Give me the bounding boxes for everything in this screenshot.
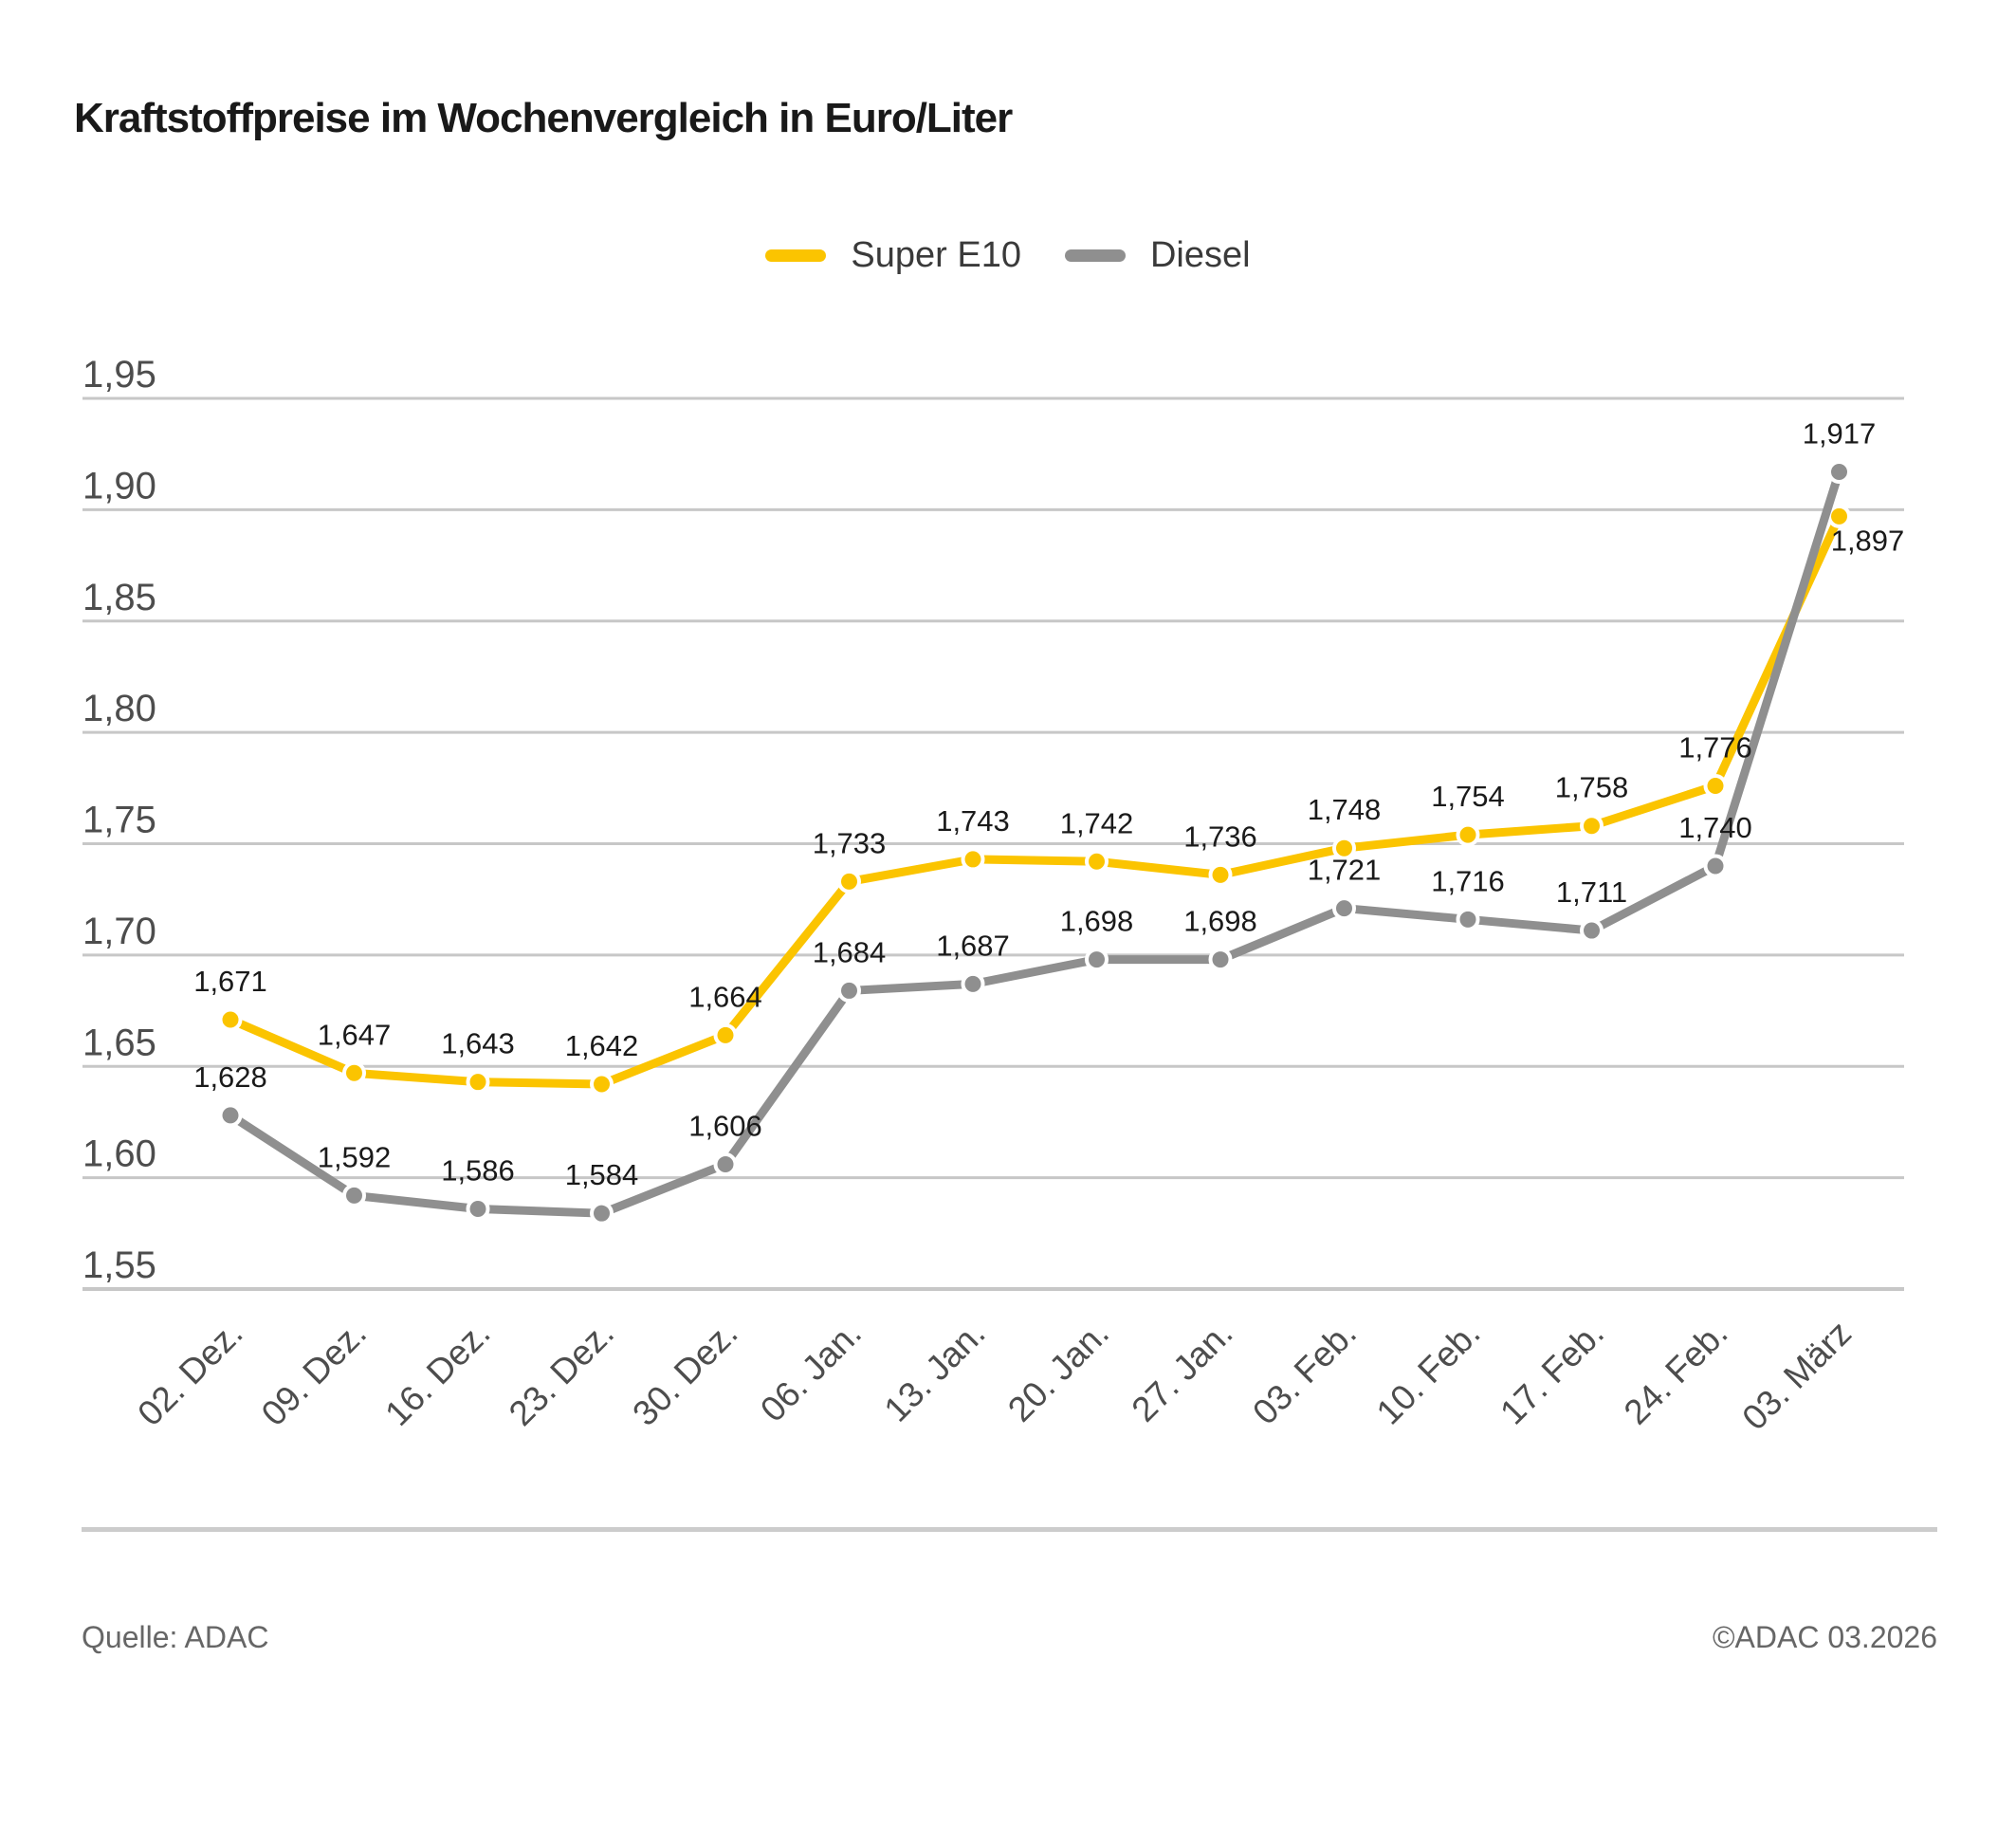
data-point-super-e10 xyxy=(961,847,985,872)
data-point-diesel xyxy=(1332,896,1356,921)
data-point-super-e10 xyxy=(837,869,861,894)
x-axis-label: 16. Dez. xyxy=(377,1314,497,1433)
point-label-super-e10: 1,776 xyxy=(1678,730,1752,764)
data-point-diesel xyxy=(961,971,985,996)
y-tick-label: 1,70 xyxy=(82,911,156,952)
y-tick-label: 1,85 xyxy=(82,577,156,618)
data-point-diesel xyxy=(837,978,861,1003)
y-tick-label: 1,65 xyxy=(82,1022,156,1063)
data-point-diesel xyxy=(218,1103,243,1128)
x-axis-label: 03. Feb. xyxy=(1245,1314,1364,1432)
point-label-diesel: 1,721 xyxy=(1308,854,1382,887)
point-label-super-e10: 1,748 xyxy=(1308,793,1382,826)
data-point-diesel xyxy=(1580,918,1604,943)
data-point-diesel xyxy=(342,1183,366,1207)
data-point-super-e10 xyxy=(590,1072,614,1096)
x-axis-label: 27. Jan. xyxy=(1125,1314,1240,1429)
legend-swatch-super-e10 xyxy=(765,249,827,262)
point-label-diesel: 1,711 xyxy=(1556,875,1627,909)
data-point-diesel xyxy=(1827,459,1851,484)
x-axis-label: 02. Dez. xyxy=(130,1314,249,1433)
point-label-super-e10: 1,643 xyxy=(441,1027,515,1060)
data-point-diesel xyxy=(590,1201,614,1225)
x-axis-label: 09. Dez. xyxy=(254,1314,374,1433)
data-point-diesel xyxy=(466,1196,490,1221)
point-label-super-e10: 1,743 xyxy=(936,804,1010,838)
data-point-super-e10 xyxy=(713,1023,738,1047)
x-axis-label: 03. März xyxy=(1734,1314,1859,1438)
point-label-super-e10: 1,671 xyxy=(193,965,267,998)
series-line-diesel xyxy=(226,467,1843,1218)
point-label-super-e10: 1,647 xyxy=(318,1018,392,1051)
source-note: Quelle: ADAC xyxy=(82,1620,269,1654)
y-tick-label: 1,60 xyxy=(82,1133,156,1175)
data-point-super-e10 xyxy=(218,1007,243,1032)
point-label-diesel: 1,684 xyxy=(813,935,887,968)
point-label-super-e10: 1,897 xyxy=(1831,524,1905,557)
y-tick-label: 1,75 xyxy=(82,800,156,841)
x-axis-label: 24. Feb. xyxy=(1617,1314,1735,1432)
point-label-diesel: 1,592 xyxy=(318,1140,392,1173)
point-label-diesel: 1,716 xyxy=(1431,864,1505,897)
data-point-super-e10 xyxy=(1703,773,1728,798)
data-point-super-e10 xyxy=(466,1070,490,1095)
legend-item-diesel: Diesel xyxy=(1064,235,1251,276)
series-line-super-e10 xyxy=(226,511,1843,1089)
x-axis-label: 30. Dez. xyxy=(625,1314,744,1433)
point-label-diesel: 1,606 xyxy=(688,1110,762,1143)
point-label-diesel: 1,698 xyxy=(1060,905,1134,938)
x-axis-label: 06. Jan. xyxy=(753,1314,869,1429)
x-axis-label: 23. Dez. xyxy=(502,1314,621,1433)
point-label-diesel: 1,586 xyxy=(441,1153,515,1187)
legend-label-diesel: Diesel xyxy=(1149,235,1251,275)
data-point-super-e10 xyxy=(1208,862,1233,887)
point-label-super-e10: 1,733 xyxy=(813,826,887,859)
data-point-diesel xyxy=(1703,854,1728,878)
x-axis-label: 10. Feb. xyxy=(1369,1314,1488,1432)
data-point-super-e10 xyxy=(1456,822,1480,847)
x-axis-label: 17. Feb. xyxy=(1493,1314,1611,1432)
point-label-diesel: 1,698 xyxy=(1183,905,1257,938)
point-label-diesel: 1,687 xyxy=(936,929,1010,962)
y-tick-label: 1,55 xyxy=(82,1244,156,1286)
y-tick-label: 1,95 xyxy=(82,354,156,396)
point-label-diesel: 1,584 xyxy=(565,1158,639,1191)
x-axis-label: 20. Jan. xyxy=(1000,1314,1116,1429)
y-tick-label: 1,80 xyxy=(82,688,156,729)
copyright-note: ©ADAC 03.2026 xyxy=(1712,1620,1937,1654)
page-title: Kraftstoffpreise im Wochenvergleich in E… xyxy=(74,95,1013,141)
point-label-diesel: 1,740 xyxy=(1678,811,1752,844)
point-label-diesel: 1,628 xyxy=(193,1060,267,1094)
point-label-super-e10: 1,642 xyxy=(565,1029,639,1062)
point-label-super-e10: 1,664 xyxy=(688,980,762,1013)
point-label-super-e10: 1,736 xyxy=(1183,820,1257,853)
data-point-super-e10 xyxy=(342,1060,366,1085)
point-label-super-e10: 1,754 xyxy=(1431,780,1505,813)
data-point-super-e10 xyxy=(1085,849,1109,874)
data-point-diesel xyxy=(1208,948,1233,972)
data-point-diesel xyxy=(1085,948,1109,972)
legend-item-super-e10: Super E10 xyxy=(765,235,1021,276)
data-point-super-e10 xyxy=(1580,814,1604,838)
chart-legend: Super E10 Diesel xyxy=(0,235,2016,276)
point-label-diesel: 1,917 xyxy=(1803,416,1877,450)
y-tick-label: 1,90 xyxy=(82,465,156,507)
footer-divider xyxy=(82,1527,1937,1532)
point-label-super-e10: 1,742 xyxy=(1060,806,1134,839)
point-label-super-e10: 1,758 xyxy=(1555,771,1629,804)
data-point-super-e10 xyxy=(1332,836,1356,860)
x-axis-label: 13. Jan. xyxy=(877,1314,993,1429)
legend-swatch-diesel xyxy=(1064,249,1126,262)
data-point-diesel xyxy=(1456,907,1480,931)
data-point-diesel xyxy=(713,1152,738,1177)
legend-label-super-e10: Super E10 xyxy=(851,235,1021,275)
